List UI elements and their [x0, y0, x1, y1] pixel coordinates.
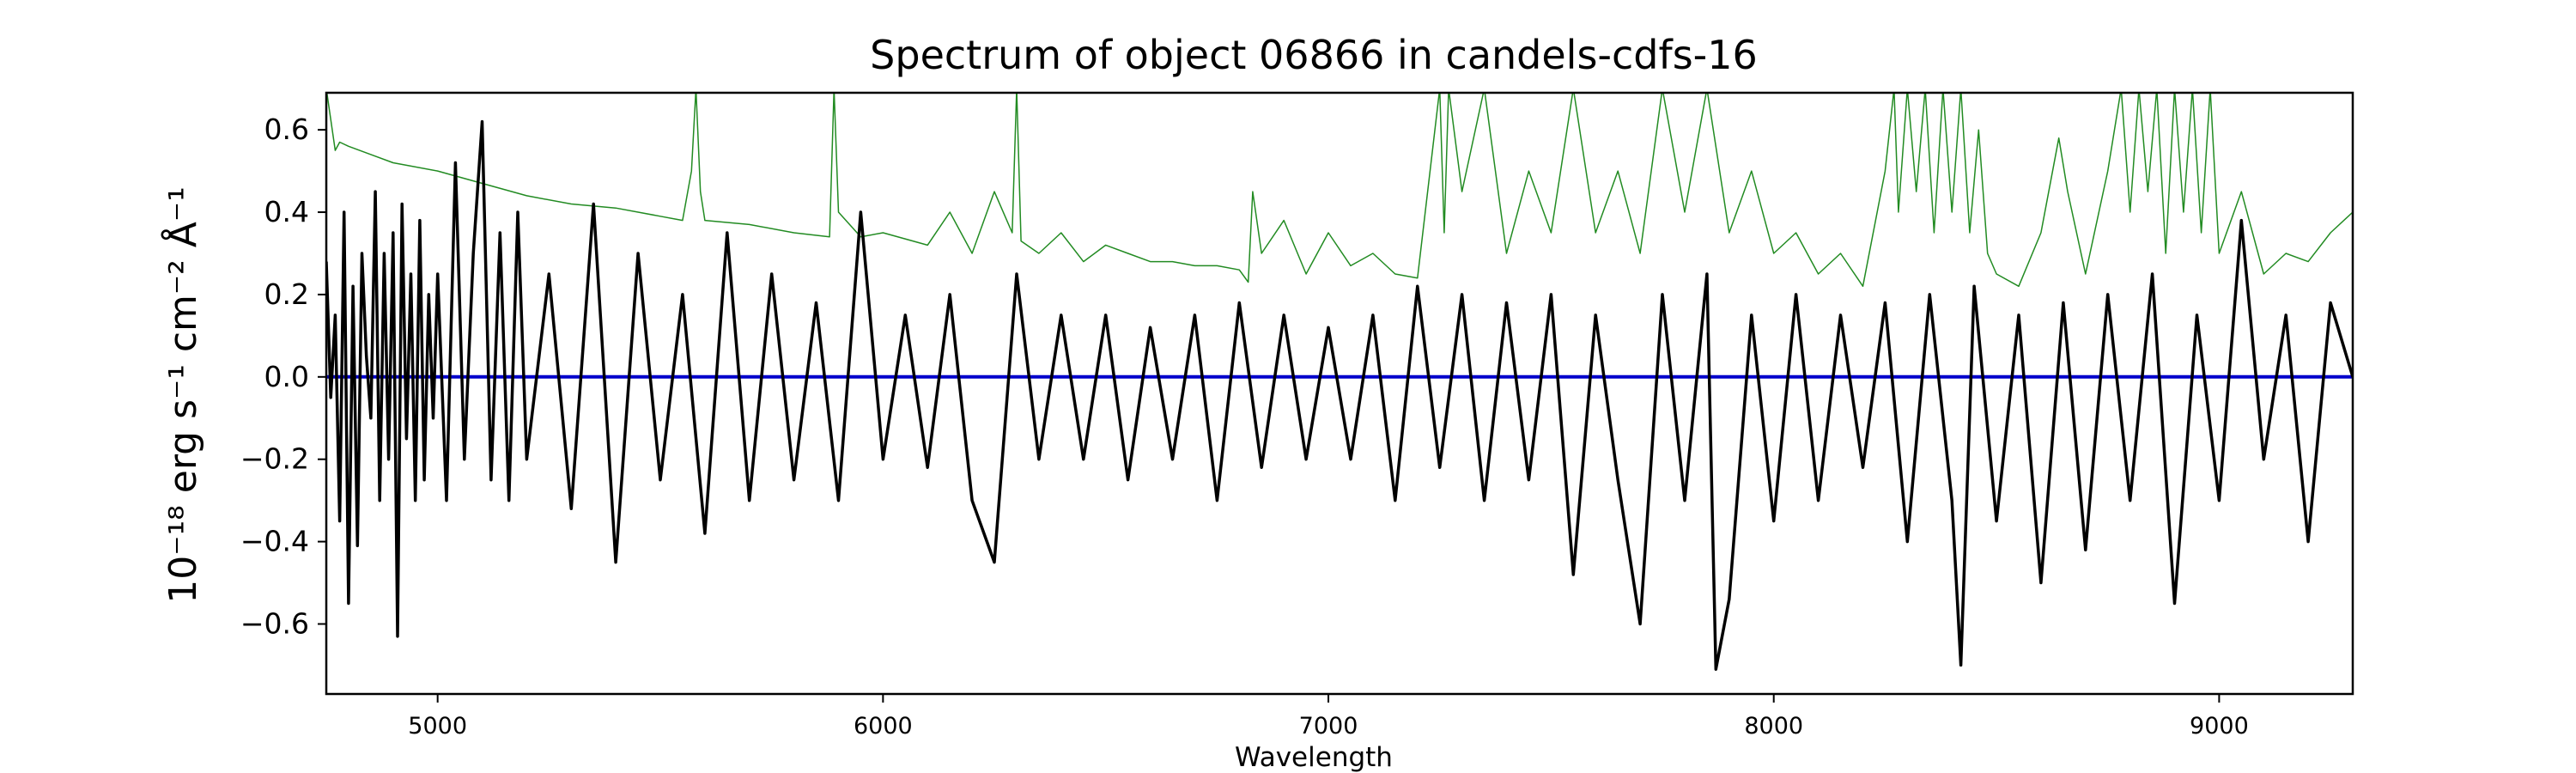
y-tick-label: 0.4	[264, 195, 309, 228]
plot-frame	[325, 91, 2354, 696]
x-tick-label: 8000	[1744, 713, 1803, 740]
y-tick-label: 0.2	[264, 277, 309, 311]
y-tick-label: −0.4	[240, 525, 309, 558]
x-tick-label: 9000	[2190, 713, 2249, 740]
y-tick-label: −0.6	[240, 606, 309, 640]
x-axis: 5000 6000 7000 8000 9000	[408, 694, 2249, 740]
series-layer	[326, 93, 2353, 671]
y-tick-label: −0.2	[240, 442, 309, 476]
flux-series-line	[326, 119, 2353, 671]
x-tick-label: 6000	[854, 713, 913, 740]
y-tick-label: 0.0	[264, 360, 309, 393]
x-tick-label: 7000	[1299, 713, 1358, 740]
y-axis: −0.6 −0.4 −0.2 0.0 0.2 0.4 0.6	[240, 113, 326, 640]
error-series-line	[326, 93, 2353, 288]
y-axis-label: 10⁻¹⁸ erg s⁻¹ cm⁻² Å⁻¹	[160, 186, 205, 603]
x-axis-label: Wavelength	[1235, 742, 1393, 773]
x-tick-label: 5000	[408, 713, 467, 740]
chart-title: Spectrum of object 06866 in candels-cdfs…	[870, 32, 1758, 78]
y-tick-label: 0.6	[264, 113, 309, 146]
